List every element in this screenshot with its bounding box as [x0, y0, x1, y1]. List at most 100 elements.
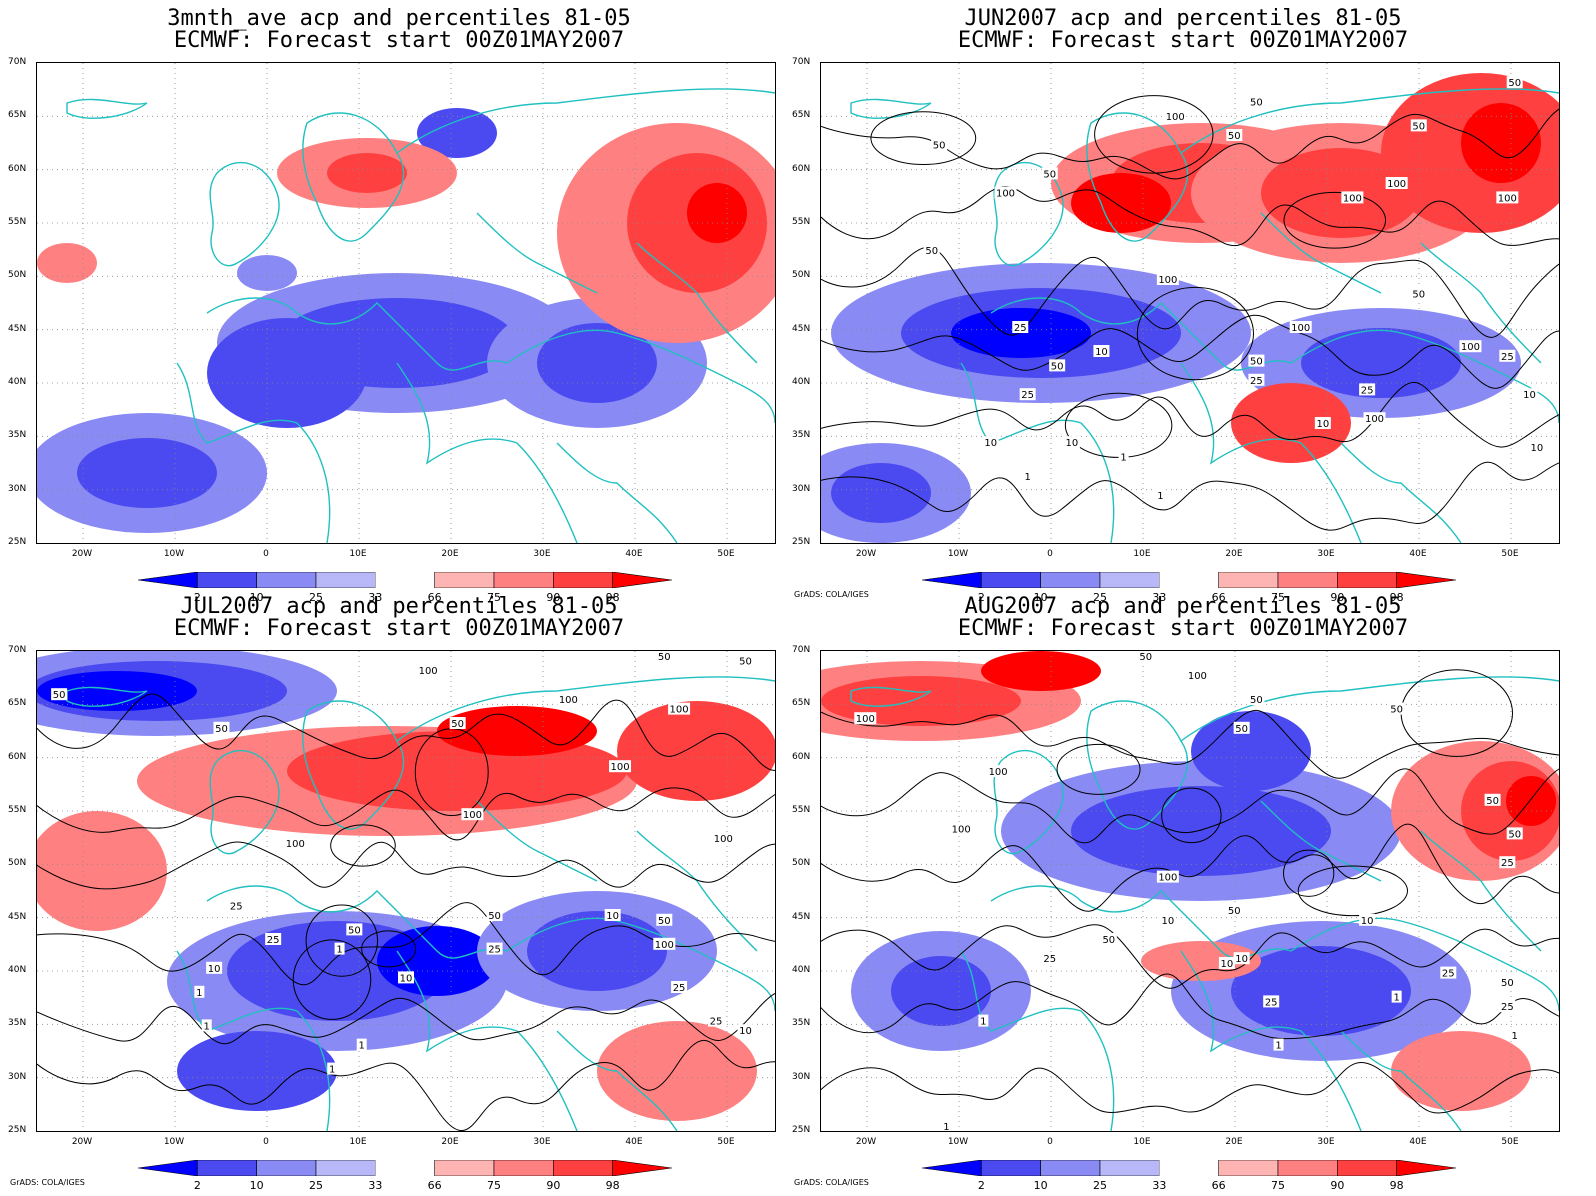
colorbar-label: 25	[309, 1179, 323, 1192]
contour-label: 50	[1412, 121, 1425, 132]
coastline	[506, 917, 775, 1012]
contour-label-bg	[206, 961, 223, 974]
colorbar-swatch	[981, 1160, 1041, 1176]
contour-label: 10	[1235, 954, 1248, 965]
contour-label-bg	[265, 933, 282, 945]
colorbar-label: 75	[1271, 1179, 1285, 1192]
colorbar-label: 90	[546, 1179, 561, 1192]
coastline	[1420, 242, 1542, 364]
contour-label-bg	[656, 913, 673, 926]
contour-label-bg	[1506, 76, 1523, 89]
contour-label: 10	[1523, 390, 1536, 401]
latitude-tick-label: 25N	[8, 1125, 27, 1135]
latitude-tick-label: 50N	[792, 858, 811, 869]
colorbar-label: 66	[427, 591, 442, 604]
colorbar-label: 75	[487, 591, 501, 604]
contour-line	[821, 709, 1559, 779]
panel-subtitle: ECMWF: Forecast start 00Z01MAY2007	[957, 28, 1409, 53]
below-normal-shading	[891, 956, 991, 1026]
contour-label-bg	[51, 688, 68, 701]
contour-loop	[330, 824, 396, 867]
contour-line	[821, 924, 1559, 989]
contour-label: 1	[329, 1065, 335, 1076]
contour-label: 1	[1512, 1031, 1518, 1042]
coastline	[206, 297, 508, 371]
coastline	[960, 362, 1115, 543]
longitude-tick-label: 40E	[1409, 549, 1427, 559]
below-normal-shading	[1191, 711, 1311, 791]
contour-label-bg	[737, 1024, 754, 1037]
coastline	[993, 750, 1064, 855]
colorbar-label: 33	[368, 1179, 383, 1192]
contour-loop	[292, 939, 372, 1020]
longitude-tick-label: 20W	[71, 549, 93, 559]
colorbar	[138, 572, 672, 588]
above-normal-shading	[687, 183, 747, 243]
contour-label: 100	[463, 810, 482, 821]
longitude-tick-label: 0	[263, 1137, 269, 1147]
latitude-tick-label: 55N	[8, 805, 27, 815]
contour-label: 100	[1188, 671, 1207, 682]
contour-label-bg	[1509, 1029, 1520, 1041]
latitude-tick-label: 45N	[8, 323, 27, 334]
contour-label-bg	[1440, 966, 1457, 979]
contour-label-bg	[854, 712, 877, 725]
contour-label-bg	[1100, 933, 1117, 945]
colorbar	[922, 572, 1456, 588]
below-normal-shading	[1301, 328, 1461, 398]
coastline	[1180, 88, 1559, 154]
below-normal-shading	[1231, 946, 1411, 1036]
longitude-tick-label: 20W	[855, 1137, 877, 1147]
coastline	[556, 442, 678, 543]
contour-label: 50	[1051, 361, 1064, 372]
contour-line	[821, 768, 1559, 844]
contour-label: 100	[1498, 193, 1517, 204]
latitude-tick-label: 40N	[792, 377, 811, 387]
colorbar-label: 66	[1211, 1179, 1226, 1192]
longitude-tick-label: 50E	[1501, 1137, 1519, 1147]
contour-label-bg	[194, 985, 205, 998]
contour-label: 10	[400, 973, 413, 984]
latitude-tick-label: 50N	[8, 270, 27, 281]
contour-label: 50	[1501, 978, 1514, 989]
contour-label-bg	[982, 436, 999, 449]
latitude-tick-label: 30N	[792, 483, 811, 494]
coastline	[66, 98, 148, 119]
colorbar-swatch	[1159, 572, 1219, 588]
contour-label: 100	[670, 705, 689, 716]
coastline	[1260, 800, 1382, 882]
colorbar-swatch	[1040, 572, 1101, 588]
latitude-tick-label: 65N	[8, 698, 27, 709]
contour-label-bg	[1248, 95, 1265, 108]
coastline	[396, 676, 775, 742]
latitude-tick-label: 45N	[8, 911, 27, 922]
coastline	[1340, 1030, 1462, 1131]
contour-label: 100	[1365, 414, 1384, 425]
coastline	[850, 686, 932, 707]
panel-subtitle: ECMWF: Forecast start 00Z01MAY2007	[173, 28, 625, 53]
latitude-tick-label: 70N	[8, 57, 27, 67]
contour-label: 100	[989, 767, 1008, 778]
colorbar-swatch	[553, 572, 613, 588]
colorbar-swatch	[612, 1160, 672, 1176]
coastline	[1086, 112, 1189, 242]
colorbar-swatch	[315, 1160, 376, 1176]
contour-label-bg	[1263, 995, 1280, 1008]
latitude-tick-label: 65N	[792, 110, 811, 121]
colorbar-label: 33	[368, 591, 383, 604]
coastline	[1290, 917, 1559, 1012]
contour-label: 25	[1501, 352, 1514, 363]
contour-label-bg	[653, 937, 676, 950]
map-canvas: 50 100 50 50 100 50 50 100 100 100 100 100 50 50 25 10 5…	[821, 63, 1559, 543]
contour-line	[821, 1062, 1559, 1114]
longitude-tick-label: 40E	[1409, 1137, 1427, 1147]
longitude-tick-label: 0	[1047, 549, 1053, 559]
contour-label-bg	[931, 138, 948, 151]
contour-label-bg	[417, 664, 440, 677]
map-area	[36, 62, 776, 544]
longitude-tick-label: 10E	[349, 549, 367, 559]
below-normal-shading	[37, 671, 197, 711]
latitude-tick-label: 70N	[792, 57, 811, 67]
map-panel-jul: JUL2007 acp and percentiles 81-05 ECMWF:…	[0, 588, 798, 1192]
colorbar-swatch	[1099, 572, 1160, 588]
